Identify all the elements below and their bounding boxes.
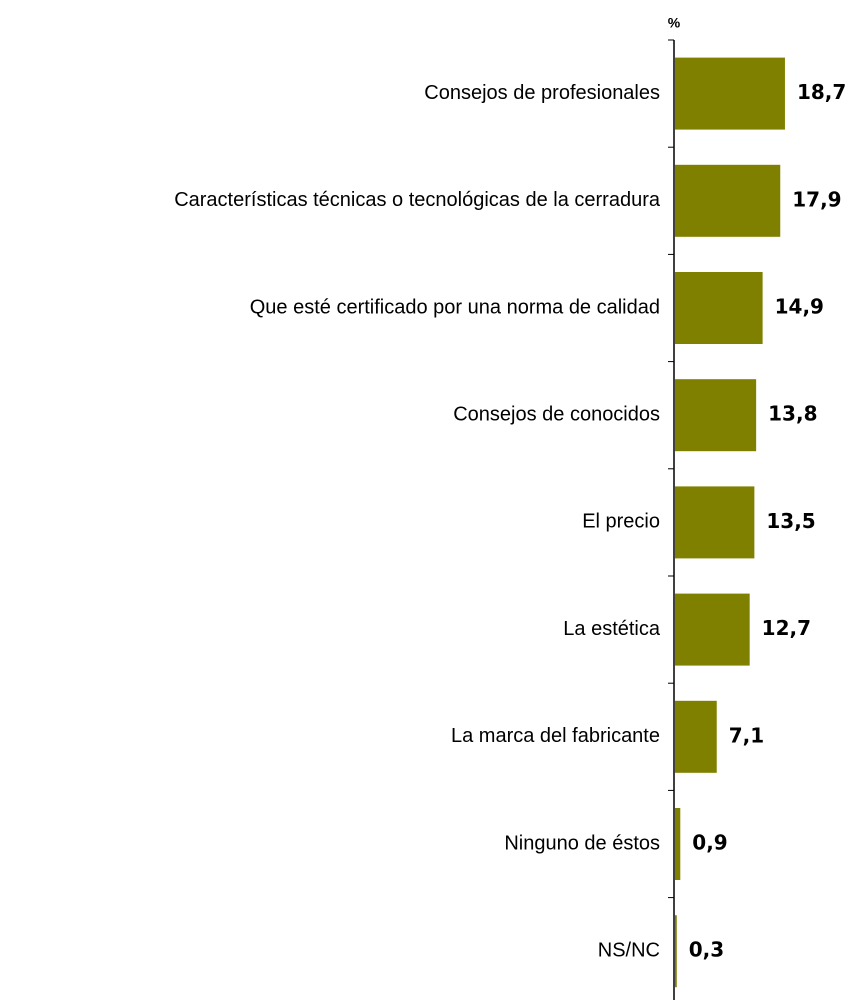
category-label: Consejos de profesionales (424, 82, 660, 104)
category-label: La estética (563, 618, 661, 640)
value-label: 18,7 (797, 80, 846, 104)
value-label: 12,7 (762, 616, 811, 640)
bar (675, 164, 781, 237)
axis-label: % (668, 15, 681, 31)
value-label: 13,5 (766, 509, 815, 533)
bar (675, 593, 750, 666)
value-label: 17,9 (792, 187, 841, 211)
bar (675, 700, 717, 773)
bar (675, 57, 785, 130)
bar (675, 486, 755, 559)
category-label: Ninguno de éstos (504, 832, 660, 854)
category-label: Consejos de conocidos (453, 403, 660, 425)
value-label: 13,8 (768, 402, 817, 426)
value-label: 0,3 (689, 938, 724, 962)
category-label: La marca del fabricante (451, 725, 660, 747)
bar (675, 808, 681, 880)
category-label: Que esté certificado por una norma de ca… (250, 296, 660, 318)
category-label: El precio (582, 511, 660, 533)
value-label: 14,9 (775, 295, 824, 319)
category-label: NS/NC (598, 939, 660, 961)
bar (675, 915, 677, 988)
bar (675, 379, 757, 452)
value-label: 7,1 (729, 723, 764, 747)
category-label: Características técnicas o tecnológicas … (174, 189, 661, 211)
bar (675, 272, 763, 344)
value-label: 0,9 (692, 831, 727, 855)
